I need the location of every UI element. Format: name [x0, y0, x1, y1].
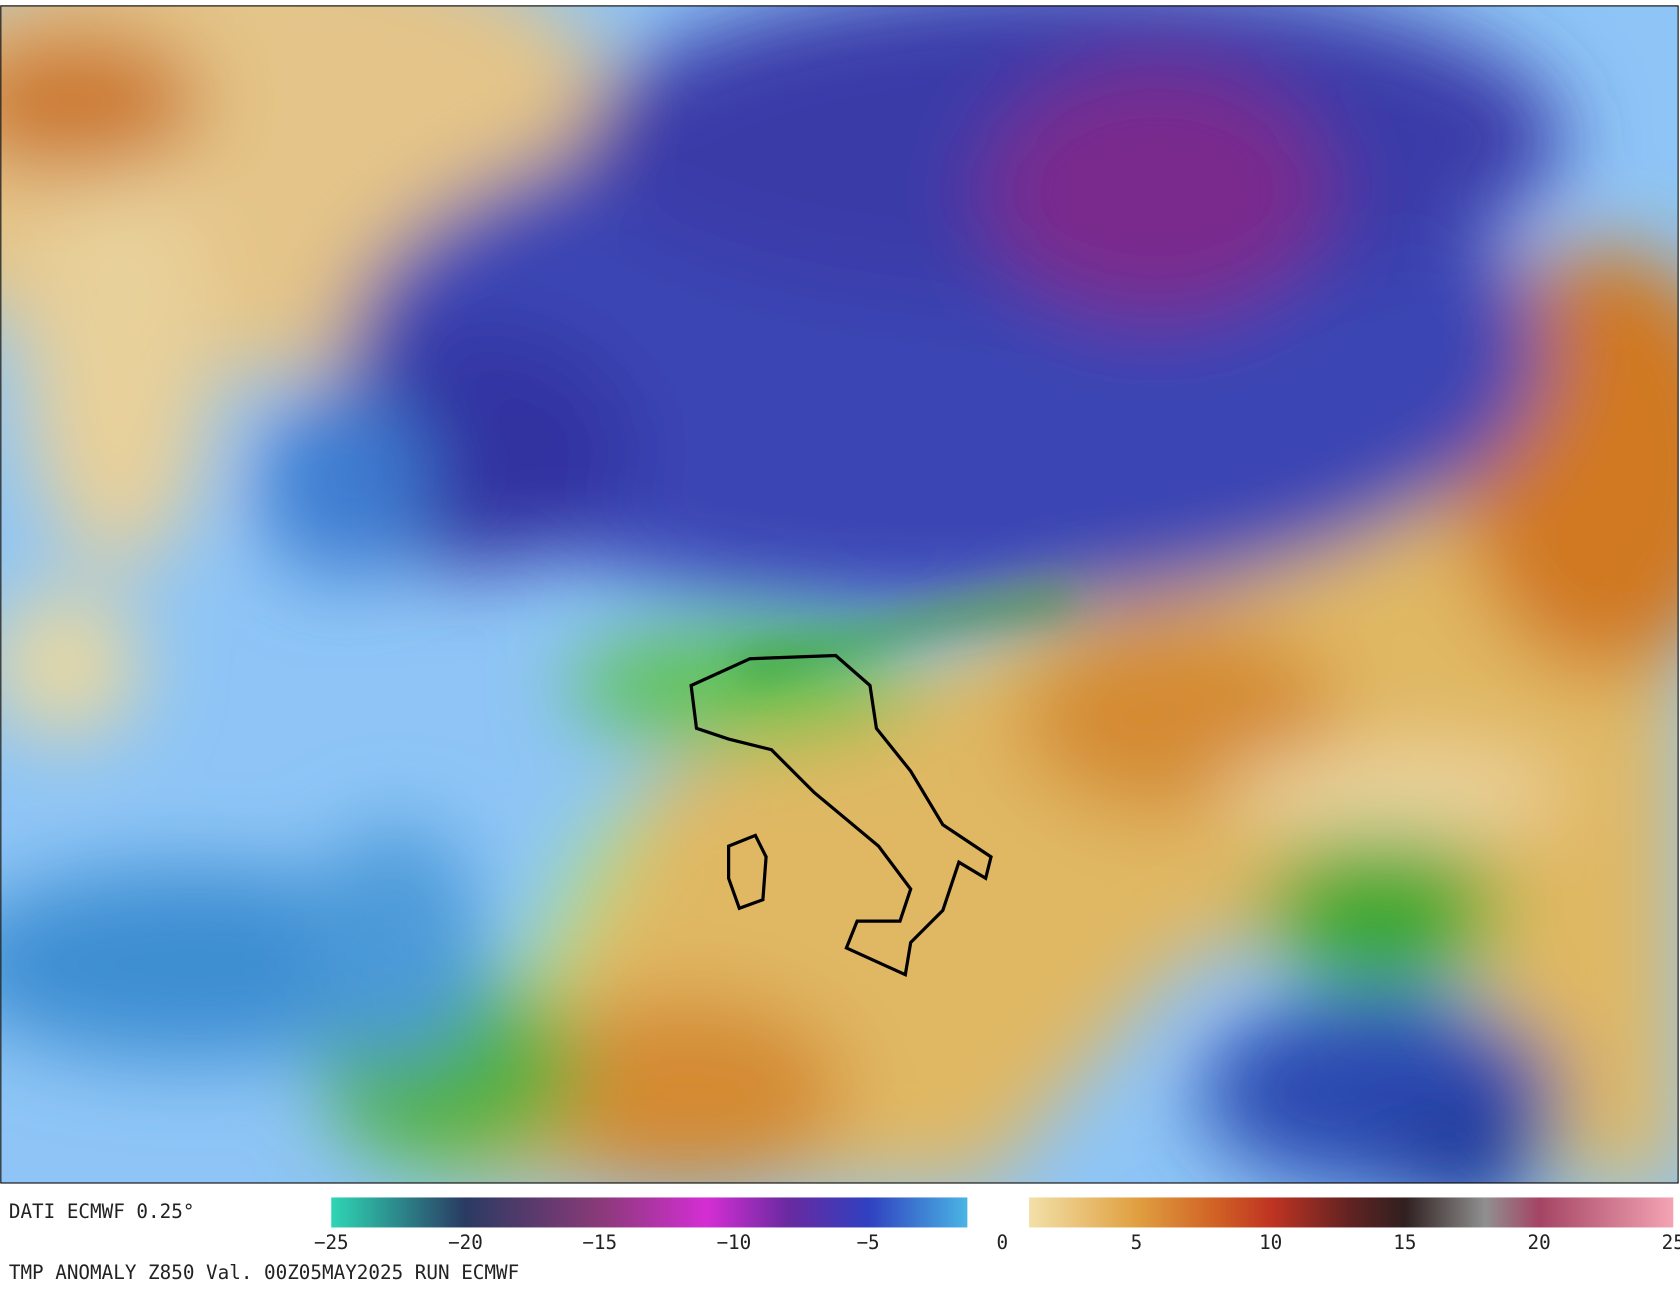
colorbar-tick-label: 0 — [996, 1231, 1008, 1254]
caption: TMP ANOMALY Z850 Val. 00Z05MAY2025 RUN E… — [9, 1261, 519, 1284]
colorbar-tick-label: −15 — [582, 1231, 617, 1254]
colorbar-segment — [331, 1197, 968, 1228]
colorbar-tick-label: 5 — [1131, 1231, 1143, 1254]
source-label: DATI ECMWF 0.25° — [9, 1200, 195, 1223]
map-frame — [0, 5, 1679, 1184]
colorbar-tick-label: −20 — [448, 1231, 483, 1254]
colorbar-tick-label: −10 — [716, 1231, 751, 1254]
colorbar-tick-label: −25 — [314, 1231, 349, 1254]
colorbar: −25 −20 −15 −10 −5 0 5 10 15 20 25 — [314, 1197, 1680, 1254]
colorbar-tick-label: −5 — [856, 1231, 879, 1254]
colorbar-tick-label: 20 — [1527, 1231, 1550, 1254]
colorbar-tick-label: 15 — [1393, 1231, 1416, 1254]
colorbar-segment — [1029, 1197, 1674, 1228]
anomaly-map — [0, 5, 1678, 1183]
colorbar-tick-label: 10 — [1259, 1231, 1282, 1254]
colorbar-tick-label: 25 — [1662, 1231, 1680, 1254]
